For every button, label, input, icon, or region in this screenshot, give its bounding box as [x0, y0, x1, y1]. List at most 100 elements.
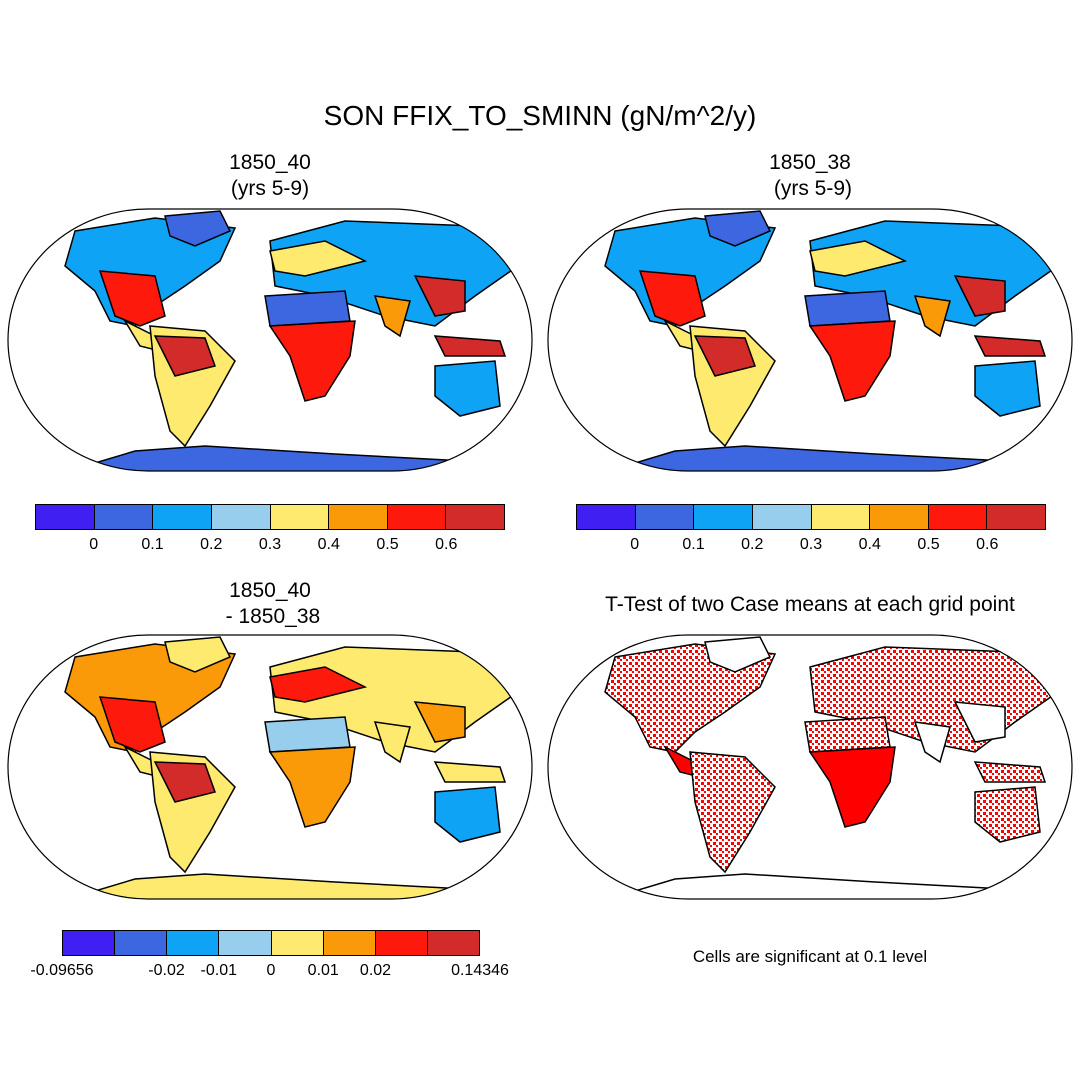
tick-label: 0.1 [141, 536, 164, 553]
sahara [804, 716, 891, 753]
tick-label: 0 [89, 536, 99, 553]
main-title: SON FFIX_TO_SMINN (gN/m^2/y) [323, 100, 757, 131]
africa-south [808, 746, 896, 828]
colorbar-cell [811, 505, 871, 529]
se-asia [413, 275, 466, 317]
colorbar-cell [375, 931, 428, 955]
colorbar-cell [323, 931, 376, 955]
europe-band [809, 240, 908, 277]
sahara [804, 290, 891, 327]
tick-label: 0.6 [976, 536, 999, 553]
tick-label: 0 [266, 962, 276, 979]
map-panel-2 [547, 208, 1073, 472]
us-east [638, 270, 706, 327]
amazon [153, 761, 216, 803]
amazon [153, 335, 216, 377]
panel-title-2: 1850_38 (yrs 5-9) [769, 151, 852, 200]
greenland [704, 210, 772, 247]
tick-label: -0.09656 [30, 962, 94, 979]
tick-label: 0.1 [682, 536, 705, 553]
antarctica [624, 873, 1028, 899]
colorbar-labels-1: 0 0.1 0.2 0.3 0.4 0.5 0.6 [35, 536, 505, 558]
india [913, 721, 951, 764]
tick-label: 0.2 [200, 536, 223, 553]
colorbar-cell [577, 505, 636, 529]
antarctica [624, 445, 1028, 471]
colorbar-cell [63, 931, 116, 955]
us-east [98, 696, 166, 753]
tick-label: -0.01 [200, 962, 237, 979]
tick-label: 0.3 [258, 536, 282, 553]
colorbar-cell [635, 505, 695, 529]
se-asia [953, 701, 1006, 743]
colorbar-cell [167, 931, 220, 955]
australia [974, 360, 1041, 417]
colorbar-cell [329, 505, 388, 529]
tick-label: 0.14346 [451, 962, 509, 979]
tick-label: 0.5 [917, 536, 940, 553]
australia [434, 786, 501, 843]
tick-label: 0.2 [741, 536, 764, 553]
colorbar-cell [271, 931, 324, 955]
greenland [704, 636, 772, 673]
indonesia [973, 335, 1047, 357]
amazon [693, 335, 756, 377]
indonesia [973, 761, 1047, 783]
indonesia [433, 761, 507, 783]
se-asia [953, 275, 1006, 317]
tick-label: 0.01 [307, 962, 339, 979]
europe-band [269, 666, 368, 703]
tick-label: 0.02 [359, 962, 392, 979]
africa-south [268, 320, 356, 402]
panel-title-4: T-Test of two Case means at each grid po… [605, 593, 1015, 616]
us-east [98, 270, 166, 327]
colorbar-cell [153, 505, 212, 529]
colorbar-cell [211, 505, 271, 529]
colorbar-cell [752, 505, 812, 529]
india [373, 295, 411, 338]
colorbar-1 [35, 504, 505, 530]
australia [974, 786, 1041, 843]
sahara [264, 716, 351, 753]
tick-label: 0.5 [376, 536, 399, 553]
tick-label: 0.4 [317, 536, 340, 553]
tick-label: 0.4 [858, 536, 881, 553]
sahara [264, 290, 351, 327]
colorbar-cell [870, 505, 929, 529]
colorbar-cell [446, 505, 504, 529]
se-asia [413, 701, 466, 743]
colorbar-cell [694, 505, 753, 529]
antarctica [84, 873, 488, 899]
antarctica [84, 445, 488, 471]
colorbar-cell [928, 505, 988, 529]
significance-note: Cells are significant at 0.1 level [692, 947, 928, 966]
colorbar-cell [270, 505, 330, 529]
europe-band [269, 240, 368, 277]
tick-label: 0.6 [435, 536, 458, 553]
map-panel-4 [547, 634, 1073, 900]
colorbar-cell [36, 505, 95, 529]
greenland [164, 210, 232, 247]
tick-label: 0 [630, 536, 640, 553]
colorbar-cell [427, 931, 479, 955]
colorbar-labels-2: 0 0.1 0.2 0.3 0.4 0.5 0.6 [576, 536, 1046, 558]
tick-label: 0.3 [799, 536, 823, 553]
africa-south [808, 320, 896, 402]
colorbar-2 [576, 504, 1046, 530]
south-america [689, 751, 776, 874]
tick-label: -0.02 [148, 962, 185, 979]
colorbar-cell [219, 931, 272, 955]
india [373, 721, 411, 764]
indonesia [433, 335, 507, 357]
colorbar-cell [115, 931, 168, 955]
panel-title-3: 1850_40 - 1850_38 [225, 579, 321, 628]
colorbar-cell [387, 505, 447, 529]
colorbar-3 [62, 930, 480, 956]
greenland [164, 636, 232, 673]
panel-title-1: 1850_40 (yrs 5-9) [229, 151, 311, 200]
map-panel-3 [7, 634, 533, 900]
colorbar-labels-3: -0.09656 -0.02 -0.01 0 0.01 0.02 0.14346 [30, 962, 509, 984]
colorbar-cell [94, 505, 154, 529]
colorbar-cell [987, 505, 1045, 529]
india [913, 295, 951, 338]
